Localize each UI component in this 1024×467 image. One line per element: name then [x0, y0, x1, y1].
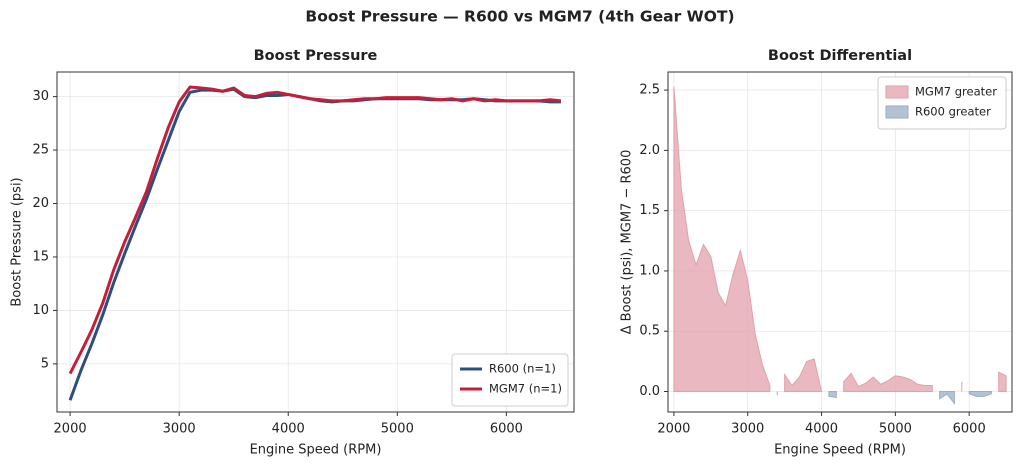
- x-tick-label: 4000: [805, 422, 838, 437]
- legend-swatch: [885, 105, 909, 119]
- y-tick-label: 30: [32, 89, 49, 104]
- y-tick-label: 15: [32, 249, 49, 264]
- x-tick-label: 5000: [879, 422, 912, 437]
- legend-box: [451, 353, 569, 407]
- legend-label: MGM7 (n=1): [489, 382, 562, 396]
- y-tick-label: 5: [41, 356, 49, 371]
- x-axis-label: Engine Speed (RPM): [774, 443, 906, 458]
- plot-frame: [56, 71, 575, 413]
- legend-box: [877, 76, 1007, 130]
- x-axis-label: Engine Speed (RPM): [250, 443, 382, 458]
- y-tick-label: 1.0: [639, 263, 660, 278]
- y-tick-label: 2.5: [639, 83, 660, 98]
- legend-label: R600 greater: [915, 105, 991, 119]
- y-tick-label: 25: [32, 143, 49, 158]
- x-tick-label: 2000: [657, 422, 690, 437]
- legend-swatch: [885, 85, 909, 99]
- chart-title: Boost Pressure: [254, 48, 378, 64]
- y-axis-label: Δ Boost (psi), MGM7 − R600: [620, 150, 635, 335]
- data-line: [68, 85, 562, 375]
- x-tick-label: 3000: [731, 422, 764, 437]
- y-tick-label: 10: [32, 303, 49, 318]
- figure-title: Boost Pressure — R600 vs MGM7 (4th Gear …: [305, 8, 734, 26]
- x-tick-label: 6000: [490, 422, 523, 437]
- chart-title: Boost Differential: [768, 48, 912, 64]
- legend-label: MGM7 greater: [915, 85, 997, 99]
- x-tick-label: 4000: [272, 422, 305, 437]
- x-tick-label: 2000: [54, 422, 87, 437]
- x-tick-label: 5000: [381, 422, 414, 437]
- legend-label: R600 (n=1): [489, 362, 556, 376]
- y-tick-label: 20: [32, 196, 49, 211]
- y-tick-label: 1.5: [639, 203, 660, 218]
- x-tick-label: 6000: [953, 422, 986, 437]
- data-area: [673, 86, 1007, 393]
- plot-frame: [667, 71, 1013, 413]
- y-tick-label: 0.0: [639, 384, 660, 399]
- y-axis-label: Boost Pressure (psi): [10, 177, 25, 306]
- y-tick-label: 2.0: [639, 143, 660, 158]
- x-tick-label: 3000: [163, 422, 196, 437]
- y-tick-label: 0.5: [639, 324, 660, 339]
